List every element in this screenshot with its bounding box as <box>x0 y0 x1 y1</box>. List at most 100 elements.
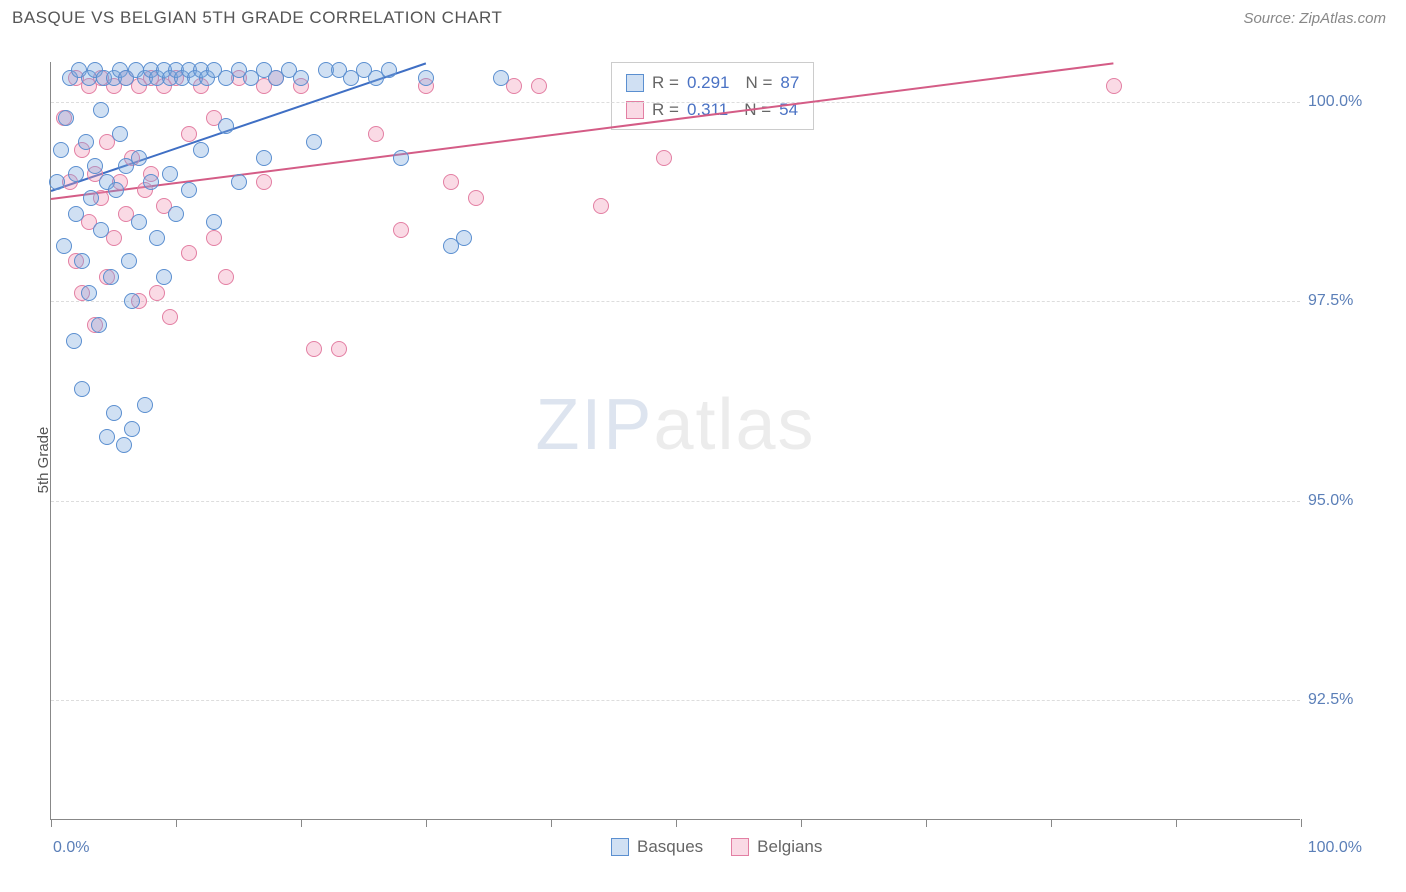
scatter-point <box>68 206 84 222</box>
legend-r-basques: 0.291 <box>687 69 730 96</box>
scatter-point <box>656 150 672 166</box>
x-tick <box>926 819 927 827</box>
scatter-point <box>112 126 128 142</box>
gridline <box>51 102 1300 103</box>
y-tick-label: 92.5% <box>1308 691 1388 709</box>
scatter-point <box>256 174 272 190</box>
scatter-point <box>218 118 234 134</box>
x-tick <box>801 819 802 827</box>
scatter-point <box>531 78 547 94</box>
watermark-light: atlas <box>653 385 815 465</box>
scatter-point <box>137 397 153 413</box>
scatter-point <box>162 166 178 182</box>
scatter-point <box>443 174 459 190</box>
correlation-legend: R = 0.291 N = 87 R = 0.311 N = 54 <box>611 62 814 130</box>
scatter-point <box>83 190 99 206</box>
source-label: Source: ZipAtlas.com <box>1243 10 1386 27</box>
legend-n-belgians: 54 <box>779 96 798 123</box>
scatter-point <box>193 142 209 158</box>
scatter-point <box>381 62 397 78</box>
y-tick-label: 95.0% <box>1308 492 1388 510</box>
legend-item-basques: Basques <box>611 837 703 857</box>
scatter-point <box>74 253 90 269</box>
scatter-point <box>181 245 197 261</box>
scatter-point <box>106 405 122 421</box>
scatter-point <box>306 134 322 150</box>
scatter-point <box>256 150 272 166</box>
scatter-point <box>493 70 509 86</box>
scatter-point <box>331 341 347 357</box>
scatter-point <box>68 166 84 182</box>
scatter-point <box>368 126 384 142</box>
x-tick <box>551 819 552 827</box>
scatter-point <box>218 269 234 285</box>
scatter-point <box>456 230 472 246</box>
x-tick <box>426 819 427 827</box>
legend-row-belgians: R = 0.311 N = 54 <box>626 96 799 123</box>
legend-n-label: N = <box>745 69 772 96</box>
swatch-basques <box>626 74 644 92</box>
scatter-point <box>108 182 124 198</box>
scatter-point <box>74 381 90 397</box>
scatter-point <box>53 142 69 158</box>
series-legend: Basques Belgians <box>611 837 822 857</box>
scatter-point <box>131 150 147 166</box>
x-tick <box>676 819 677 827</box>
scatter-point <box>124 421 140 437</box>
scatter-point <box>143 174 159 190</box>
x-tick <box>176 819 177 827</box>
x-axis-min-label: 0.0% <box>53 839 89 857</box>
scatter-point <box>468 190 484 206</box>
scatter-point <box>168 206 184 222</box>
legend-r-belgians: 0.311 <box>687 96 728 123</box>
scatter-point <box>58 110 74 126</box>
scatter-point <box>181 126 197 142</box>
swatch-basques-icon <box>611 838 629 856</box>
scatter-point <box>306 341 322 357</box>
x-tick <box>1051 819 1052 827</box>
gridline <box>51 700 1300 701</box>
watermark-strong: ZIP <box>535 385 653 465</box>
y-tick-label: 97.5% <box>1308 292 1388 310</box>
scatter-point <box>206 230 222 246</box>
scatter-point <box>91 317 107 333</box>
scatter-point <box>156 269 172 285</box>
x-tick <box>301 819 302 827</box>
scatter-point <box>124 293 140 309</box>
swatch-belgians <box>626 101 644 119</box>
scatter-point <box>121 253 137 269</box>
x-tick <box>51 819 52 827</box>
scatter-point <box>231 174 247 190</box>
scatter-point <box>149 230 165 246</box>
scatter-point <box>56 238 72 254</box>
legend-item-belgians: Belgians <box>731 837 822 857</box>
y-tick-label: 100.0% <box>1308 93 1388 111</box>
scatter-point <box>93 222 109 238</box>
scatter-point <box>206 214 222 230</box>
legend-label-belgians: Belgians <box>757 837 822 857</box>
scatter-point <box>1106 78 1122 94</box>
scatter-point <box>49 174 65 190</box>
gridline <box>51 501 1300 502</box>
gridline <box>51 301 1300 302</box>
scatter-point <box>81 285 97 301</box>
watermark: ZIPatlas <box>535 384 815 466</box>
x-tick <box>1176 819 1177 827</box>
scatter-point <box>181 182 197 198</box>
scatter-point <box>93 102 109 118</box>
scatter-point <box>131 214 147 230</box>
scatter-point <box>418 70 434 86</box>
scatter-point <box>103 269 119 285</box>
x-axis-max-label: 100.0% <box>1308 839 1362 857</box>
scatter-point <box>78 134 94 150</box>
swatch-belgians-icon <box>731 838 749 856</box>
scatter-point <box>149 285 165 301</box>
legend-label-basques: Basques <box>637 837 703 857</box>
x-tick <box>1301 819 1302 827</box>
legend-row-basques: R = 0.291 N = 87 <box>626 69 799 96</box>
scatter-point <box>99 429 115 445</box>
scatter-point <box>593 198 609 214</box>
scatter-point <box>162 309 178 325</box>
scatter-point <box>393 222 409 238</box>
scatter-point <box>87 158 103 174</box>
